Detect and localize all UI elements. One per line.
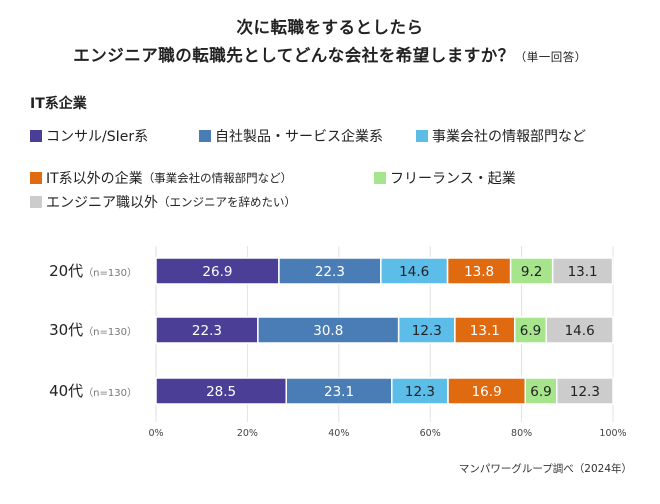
legend-swatch-it-igai — [30, 172, 42, 184]
x-tick-label-5: 100% — [599, 428, 626, 439]
data-label-1-5: 14.6 — [565, 323, 595, 339]
category-name-0: 20代 — [49, 262, 83, 280]
chart-title-line2: エンジニア職の転職先としてどんな会社を希望しますか？（単一回答） — [0, 42, 660, 66]
x-tick-label-4: 80% — [511, 428, 532, 439]
legend-swatch-jisha — [199, 130, 211, 142]
data-label-0-5: 13.1 — [568, 264, 598, 280]
bar-segment-0-1 — [278, 257, 382, 285]
legend-item-igai: エンジニア職以外 （エンジニアを辞めたい） — [30, 192, 296, 212]
bar-segment-2-1 — [285, 377, 393, 405]
legend-item-it-igai: IT系以外の企業 （事業会社の情報部門など） — [30, 168, 292, 188]
chart-title-main: エンジニア職の転職先としてどんな会社を希望しますか？ — [73, 46, 515, 65]
data-label-0-1: 22.3 — [315, 264, 345, 280]
data-label-1-3: 13.1 — [470, 323, 500, 339]
source-note: マンパワーグループ調べ（2024年） — [458, 463, 632, 475]
legend-label-jisha: 自社製品・サービス企業系 — [215, 129, 383, 145]
legend-note-igai: （エンジニアを辞めたい） — [158, 195, 296, 209]
category-name-2: 40代 — [49, 382, 83, 400]
x-tick-label-1: 20% — [237, 428, 258, 439]
x-tick-label-2: 40% — [328, 428, 349, 439]
legend-label-consul: コンサル/SIer系 — [46, 129, 149, 145]
data-label-2-1: 23.1 — [324, 384, 354, 400]
data-label-2-0: 28.5 — [206, 384, 236, 400]
legend-item-freelance: フリーランス・起業 — [374, 168, 516, 188]
category-n-0: （n=130） — [83, 267, 137, 279]
category-n-1: （n=130） — [83, 326, 137, 338]
bar-segment-0-5 — [551, 257, 614, 285]
data-label-1-2: 12.3 — [412, 323, 442, 339]
bar-segment-2-0 — [155, 377, 287, 405]
data-label-2-3: 16.9 — [472, 384, 502, 400]
legend-label-igai: エンジニア職以外 — [46, 195, 158, 211]
bar-segment-0-0 — [155, 257, 280, 285]
bar-segment-2-5 — [556, 377, 614, 405]
category-n-2: （n=130） — [83, 387, 137, 399]
bar-segment-1-2 — [397, 316, 456, 344]
bar-segment-1-5 — [545, 316, 614, 344]
legend-group-label: IT系企業 — [30, 96, 87, 112]
chart-title-line1: 次に転職をするとしたら — [236, 18, 424, 37]
legend-swatch-consul — [30, 130, 42, 142]
bar-segment-0-4 — [509, 257, 554, 285]
data-label-0-2: 14.6 — [399, 264, 429, 280]
legend-item-consul: コンサル/SIer系 — [30, 126, 148, 146]
legend-swatch-igai — [30, 196, 42, 208]
legend-swatch-jigyou — [416, 130, 428, 142]
data-label-0-3: 13.8 — [464, 264, 494, 280]
data-label-2-5: 12.3 — [570, 384, 600, 400]
category-label-2: 40代（n=130） — [49, 382, 137, 400]
legend-label-it-igai: IT系以外の企業 — [46, 171, 143, 187]
data-label-1-0: 22.3 — [192, 323, 222, 339]
bar-segment-0-3 — [446, 257, 512, 285]
bar-segment-1-3 — [454, 316, 516, 344]
category-label-1: 30代（n=130） — [49, 321, 137, 339]
data-label-2-2: 12.3 — [405, 384, 435, 400]
data-label-1-1: 30.8 — [313, 323, 343, 339]
legend-label-freelance: フリーランス・起業 — [390, 171, 516, 187]
category-label-0: 20代（n=130） — [49, 262, 137, 280]
data-label-0-4: 9.2 — [521, 264, 542, 280]
category-name-1: 30代 — [49, 321, 83, 339]
legend-note-it-igai: （事業会社の情報部門など） — [142, 171, 293, 185]
legend-item-jigyou: 事業会社の情報部門など — [416, 126, 586, 146]
bar-segment-0-2 — [380, 257, 449, 285]
legend-item-jisha: 自社製品・サービス企業系 — [199, 126, 383, 146]
x-tick-label-3: 60% — [420, 428, 441, 439]
bar-segment-1-1 — [257, 316, 400, 344]
x-tick-label-0: 0% — [148, 428, 163, 439]
data-label-1-4: 6.9 — [520, 323, 541, 339]
bar-segment-1-4 — [513, 316, 548, 344]
chart-title-note: （単一回答） — [514, 50, 587, 64]
data-label-0-0: 26.9 — [202, 264, 232, 280]
legend-swatch-freelance — [374, 172, 386, 184]
data-label-2-4: 6.9 — [530, 384, 551, 400]
legend-label-jigyou: 事業会社の情報部門など — [432, 129, 586, 145]
